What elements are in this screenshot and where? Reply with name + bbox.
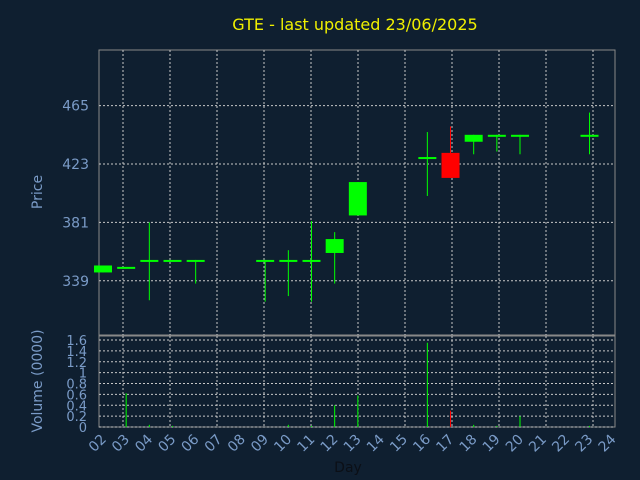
candle-body	[279, 259, 298, 262]
volume-tick-label: 1	[79, 367, 87, 382]
x-axis: 02 03 04 05 06 07 08 09 10 11 12 13 14 15 16 17 18 19 20 21…	[86, 431, 620, 455]
candle-body	[186, 259, 205, 262]
candle-body	[94, 265, 112, 273]
volume-panel: 1.61.41.210.80.60.40.20	[66, 334, 616, 436]
volume-tick-label: 1.2	[66, 356, 87, 371]
candle-body	[418, 157, 437, 160]
candle-body	[487, 134, 506, 137]
volume-tick-label: 0.8	[66, 378, 87, 393]
price-tick-label: 339	[62, 274, 89, 290]
candle-body	[580, 134, 599, 137]
volume-tick-label: 0	[79, 421, 87, 436]
candle-body	[511, 134, 530, 137]
price-tick-label: 381	[62, 215, 89, 231]
x-axis-label: Day	[334, 460, 362, 476]
candle-body	[117, 266, 136, 269]
candle-body	[256, 259, 275, 262]
price-axis-label: Price	[30, 175, 46, 209]
price-tick-label: 465	[62, 99, 89, 115]
candle-body	[464, 134, 483, 142]
candle-body	[441, 152, 460, 178]
candle-body	[163, 259, 182, 262]
candle-body	[302, 259, 321, 262]
volume-tick-label: 0.4	[66, 399, 87, 414]
volume-tick-label: 1.6	[66, 334, 87, 349]
chart-title: GTE - last updated 23/06/2025	[232, 15, 477, 34]
volume-tick-label: 0.2	[66, 410, 87, 425]
volume-tick-label: 0.6	[66, 388, 87, 403]
price-panel: 465 423 381 339	[62, 49, 616, 336]
candle-body	[325, 239, 344, 253]
price-frame	[98, 49, 616, 336]
price-tick-label: 423	[62, 157, 89, 173]
candle-body	[348, 182, 367, 216]
candle-body	[140, 259, 159, 262]
volume-axis-label: Volume (0000)	[30, 329, 46, 432]
volume-tick-label: 1.4	[66, 345, 87, 360]
